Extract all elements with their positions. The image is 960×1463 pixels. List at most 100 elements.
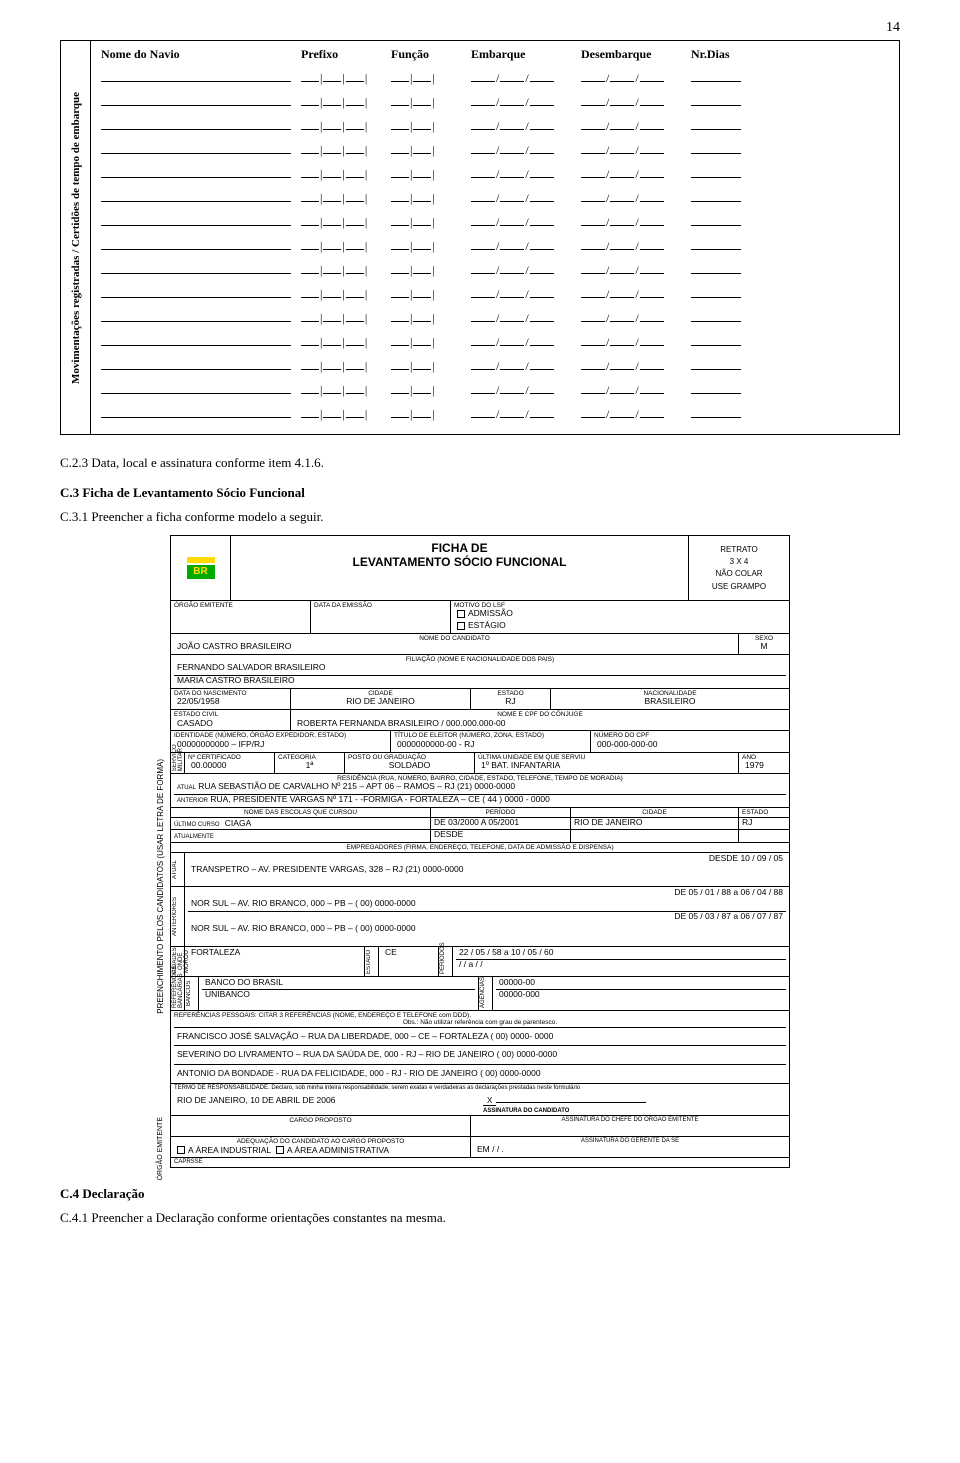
mov-row: |||||//// [101,212,889,230]
area-ind: A ÁREA INDUSTRIAL [188,1145,271,1155]
termo-local: RIO DE JANEIRO, 10 DE ABRIL DE 2006 [174,1096,483,1115]
val-titulo: 0000000000-00 - RJ [394,740,587,752]
mor-cidade: FORTALEZA [188,948,361,960]
val-estado: RJ [474,697,547,709]
ficha-side-label: PREENCHIMENTO PELOS CANDIDATOS (USAR LET… [153,646,169,1127]
logo-box: BR [171,536,231,600]
mov-row: |||||//// [101,380,889,398]
refp1: FRANCISCO JOSÉ SALVAÇÃO – RUA DA LIBERDA… [174,1027,786,1047]
vbox-milit: SERVIÇO MILITAR [171,753,185,773]
hdr-nome: Nome do Navio [101,47,301,62]
lbl-eestado: ESTADO [742,809,786,816]
val-cert: 00.00000 [188,761,271,773]
area-adm: A ÁREA ADMINISTRATIVA [287,1145,389,1155]
sec-c3: C.3 Ficha de Levantamento Sócio Funciona… [60,485,900,501]
sec-c23: C.2.3 Data, local e assinatura conforme … [60,455,900,471]
val-cat: 1ª [278,761,341,773]
movimentacoes-table: Movimentações registradas / Certidões de… [60,40,900,435]
photo-l4: USE GRAMPO [695,582,783,591]
photo-l1: RETRATO [695,545,783,554]
photo-l2: 3 X 4 [695,557,783,566]
val-dtnasc: 22/05/1958 [174,697,287,709]
lbl-periodo: PERÍODO [434,809,567,816]
side-refb: REFERÊNCIAS BANCÁRIAS [172,979,184,1008]
chk-admissao [457,610,465,618]
lbl-ecidade: CIDADE [574,809,735,816]
title-line2: LEVANTAMENTO SÓCIO FUNCIONAL [235,556,684,570]
side-label-text: Movimentações registradas / Certidões de… [70,84,82,392]
vbox-ag: AGÊNCIAS [479,977,493,1010]
lbl-anterior: ANTERIOR [177,798,208,804]
row-bottom1: CARGO PROPOSTO ASSINATURA DO CHEFE DO ÓR… [171,1116,789,1137]
row-refpes: REFERÊNCIAS PESSOAIS: CITAR 3 REFERÊNCIA… [171,1011,789,1084]
side-ant: ANTERIORES [172,889,178,944]
mov-header-row: Nome do Navio Prefixo Função Embarque De… [101,47,889,62]
mov-rows: |||||//// |||||//// |||||//// |||||//// ||||… [101,68,889,422]
val-posto: SOLDADO [348,761,471,773]
val-mae: MARIA CASTRO BRASILEIRO [174,676,786,688]
photo-box: RETRATO 3 X 4 NÃO COLAR USE GRAMPO [689,536,789,600]
mov-row: |||||//// [101,116,889,134]
chk-adm [276,1146,284,1154]
mov-row: |||||//// [101,92,889,110]
hdr-funcao: Função [391,47,471,62]
row-resid: RESIDÊNCIA (RUA, NÚMERO, BAIRRO, CIDADE,… [171,774,789,808]
esc-r2a: ATUALMENTE [174,834,214,840]
mov-row: |||||//// [101,284,889,302]
ficha-side-text2: ÓRGÃO EMITENTE [157,1117,165,1180]
val-conjuge: ROBERTA FERNANDA BRASILEIRO / 000.000.00… [294,719,786,731]
row-nome: NOME DO CANDIDATO JOÃO CASTRO BRASILEIRO… [171,634,789,655]
ficha-foot: CAPRSSE [171,1158,789,1167]
row-moradia: CIDADES ONDE MOROU FORTALEZA ESTADO CE P… [171,947,789,977]
ficha-form: PREENCHIMENTO PELOS CANDIDATOS (USAR LET… [170,535,790,1168]
movimentacoes-side-label: Movimentações registradas / Certidões de… [61,41,91,434]
row-escola-1: ÚLTIMO CURSO CIAGA DE 03/2000 A 05/2001 … [171,818,789,831]
refp3: ANTONIO DA BONDADE - RUA DA FELICIDADE, … [174,1065,786,1083]
hdr-prefixo: Prefixo [301,47,391,62]
mov-row: |||||//// [101,140,889,158]
emp-v3: NOR SUL – AV. RIO BRANCO, 000 – PB – ( 0… [188,924,786,936]
opt-estagio: ESTÁGIO [468,620,506,630]
val-nome: JOÃO CASTRO BRASILEIRO [174,642,735,654]
emp-v1: TRANSPETRO – AV. PRESIDENTE VARGAS, 328 … [188,865,786,877]
val-resid-atual: RUA SEBASTIÃO DE CARVALHO Nº 215 – APT 0… [198,781,515,791]
mov-row: |||||//// [101,332,889,350]
side-mper: PERÍODOS [440,949,446,974]
esc-r1b: CIAGA [222,818,254,830]
lbl-atual: ATUAL [177,785,196,791]
row-nasc: DATA DO NASCIMENTO22/05/1958 CIDADERIO D… [171,689,789,710]
mov-row: |||||//// [101,356,889,374]
mov-row: |||||//// [101,236,889,254]
lbl-ass2: ASSINATURA DO CHEFE DO ÓRGÃO EMITENTE [474,1117,786,1124]
mov-row: |||||//// [101,188,889,206]
lbl-empreg: EMPREGADORES (FIRMA, ENDEREÇO, TELEFONE,… [174,844,786,851]
row-emp-hdr: EMPREGADORES (FIRMA, ENDEREÇO, TELEFONE,… [171,843,789,852]
lbl-escolas: NOME DAS ESCOLAS QUE CURSOU [174,809,427,816]
termo-x: X [483,1096,496,1106]
chk-ind [177,1146,185,1154]
val-cpf: 000-000-000-00 [594,740,786,752]
vbox-atual: ATUAL [171,853,185,886]
obs-refpes: Obs.: Não utilizar referência com grau d… [174,1019,786,1026]
logo-flag [187,557,215,563]
val-sexo: M [742,642,786,654]
title-line1: FICHA DE [235,542,684,556]
ficha-side-label2: ÓRGÃO EMITENTE [153,1133,169,1163]
mov-row: |||||//// [101,68,889,86]
ag2: 00000-000 [496,990,786,1002]
val-nac: BRASILEIRO [554,697,786,709]
vbox-mper: PERÍODOS [439,947,453,976]
mov-row: |||||//// [101,260,889,278]
val-unid: 1º BAT. INFANTARIA [478,761,735,773]
val-cidade: RIO DE JANEIRO [294,697,467,709]
row-escola-2: ATUALMENTE DESDE [171,830,789,843]
sec-c41: C.4.1 Preencher a Declaração conforme or… [60,1210,900,1226]
row-emp-atual: ATUAL DESDE 10 / 09 / 05 TRANSPETRO – AV… [171,853,789,887]
row-refbanc: REFERÊNCIAS BANCÁRIAS BANCOS BANCO DO BR… [171,977,789,1011]
esc-r2c: DESDE [431,830,571,842]
lbl-refpes: REFERÊNCIAS PESSOAIS: CITAR 3 REFERÊNCIA… [174,1012,786,1019]
row-bottom2: ADEQUAÇÃO DO CANDIDATO AO CARGO PROPOSTO… [171,1137,789,1158]
lbl-gerente: ASSINATURA DO GERENTE DA SE [474,1138,786,1145]
sec-c4: C.4 Declaração [60,1186,900,1202]
esc-r1a: ÚLTIMO CURSO [174,822,220,828]
